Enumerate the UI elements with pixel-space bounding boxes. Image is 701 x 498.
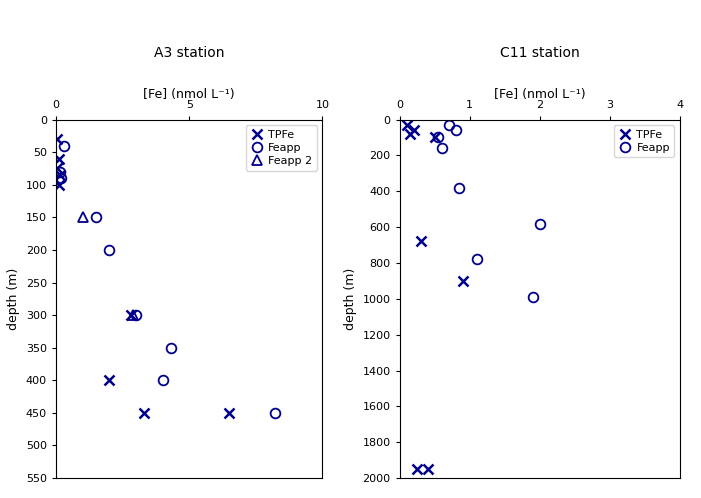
Feapp: [132, 312, 140, 318]
Feapp: [434, 134, 442, 140]
Feapp: [158, 377, 167, 383]
Y-axis label: depth (m): depth (m): [344, 268, 357, 330]
Feapp 2: [129, 312, 137, 318]
TPFe: [225, 410, 233, 416]
TPFe: [53, 165, 62, 171]
TPFe: [409, 127, 418, 133]
Legend: TPFe, Feapp: TPFe, Feapp: [614, 125, 674, 157]
Feapp: [451, 127, 460, 133]
Title: A3 station: A3 station: [154, 46, 224, 60]
Line: Feapp 2: Feapp 2: [78, 213, 138, 320]
TPFe: [458, 278, 467, 284]
TPFe: [53, 136, 62, 142]
Line: Feapp: Feapp: [433, 120, 545, 302]
TPFe: [55, 156, 63, 162]
TPFe: [55, 182, 63, 188]
X-axis label: [Fe] (nmol L⁻¹): [Fe] (nmol L⁻¹): [144, 88, 235, 101]
Feapp: [56, 169, 64, 175]
Line: Feapp: Feapp: [55, 141, 280, 418]
Feapp 2: [79, 214, 87, 220]
Line: TPFe: TPFe: [53, 134, 234, 418]
Title: C11 station: C11 station: [500, 46, 580, 60]
TPFe: [423, 466, 432, 472]
Feapp: [455, 185, 463, 191]
TPFe: [416, 239, 425, 245]
Feapp: [529, 294, 537, 300]
Feapp: [105, 247, 114, 253]
TPFe: [139, 410, 148, 416]
Feapp: [60, 142, 68, 148]
Feapp: [444, 122, 453, 128]
Feapp: [472, 256, 481, 262]
TPFe: [413, 466, 421, 472]
TPFe: [105, 377, 114, 383]
TPFe: [406, 131, 414, 137]
TPFe: [56, 172, 64, 178]
Feapp: [271, 410, 279, 416]
TPFe: [126, 312, 135, 318]
Line: TPFe: TPFe: [402, 120, 468, 474]
Legend: TPFe, Feapp, Feapp 2: TPFe, Feapp, Feapp 2: [246, 125, 317, 171]
Feapp: [92, 214, 100, 220]
TPFe: [402, 122, 411, 128]
X-axis label: [Fe] (nmol L⁻¹): [Fe] (nmol L⁻¹): [494, 88, 585, 101]
TPFe: [430, 134, 439, 140]
Y-axis label: depth (m): depth (m): [8, 268, 20, 330]
Feapp: [536, 221, 544, 227]
Feapp: [57, 175, 66, 181]
Feapp: [166, 345, 175, 351]
Feapp: [437, 145, 446, 151]
